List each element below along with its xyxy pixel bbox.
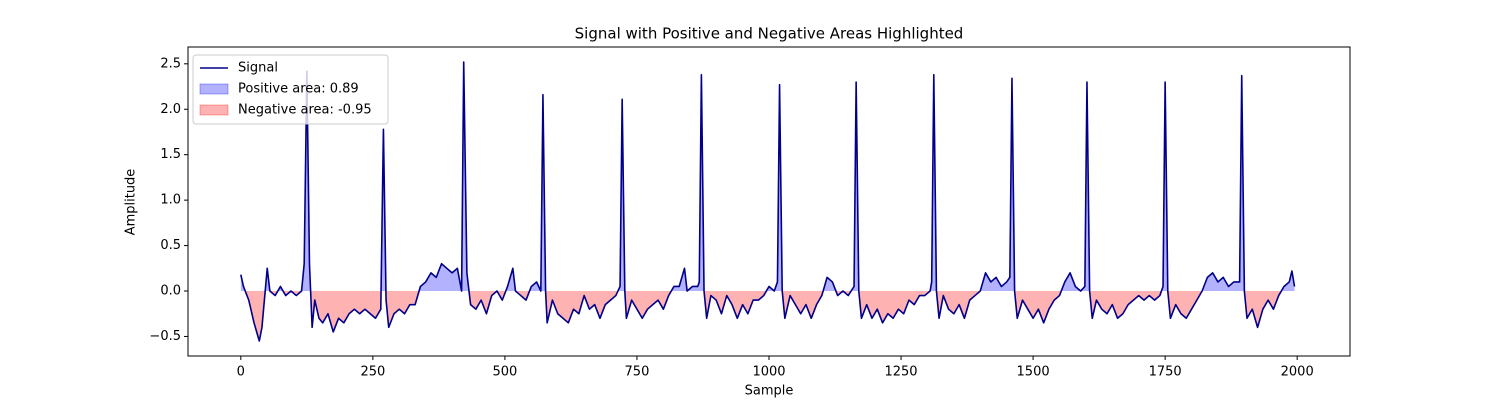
x-tick-label: 1250: [884, 365, 917, 380]
y-tick-label: 1.0: [160, 193, 181, 208]
x-tick-label: 1000: [752, 365, 785, 380]
x-axis-label: Sample: [745, 384, 794, 399]
x-tick-label: 500: [492, 365, 517, 380]
x-tick-label: 1750: [1149, 365, 1182, 380]
area-negative: [245, 291, 1282, 342]
legend-label: Negative area: -0.95: [238, 103, 372, 118]
legend-swatch: [199, 83, 229, 95]
chart-title: Signal with Positive and Negative Areas …: [575, 25, 964, 43]
y-tick-label: −0.5: [149, 329, 181, 344]
legend-swatch: [199, 104, 229, 116]
signal-line: [240, 61, 1296, 342]
y-axis-label: Amplitude: [124, 169, 139, 236]
y-tick-label: 2.5: [160, 56, 181, 71]
y-tick-label: 0.0: [160, 284, 181, 299]
x-tick-label: 1500: [1017, 365, 1050, 380]
x-tick-label: 2000: [1281, 365, 1314, 380]
plot-frame: [187, 46, 1351, 357]
legend-label: Signal: [238, 61, 278, 76]
x-tick-label: 250: [360, 365, 385, 380]
y-tick-label: 0.5: [160, 238, 181, 253]
y-tick-label: 2.0: [160, 102, 181, 117]
legend-label: Positive area: 0.89: [238, 82, 359, 97]
y-tick-label: 1.5: [160, 147, 181, 162]
legend-box: [192, 54, 389, 125]
x-tick-label: 750: [625, 365, 650, 380]
x-tick-label: 0: [237, 365, 245, 380]
